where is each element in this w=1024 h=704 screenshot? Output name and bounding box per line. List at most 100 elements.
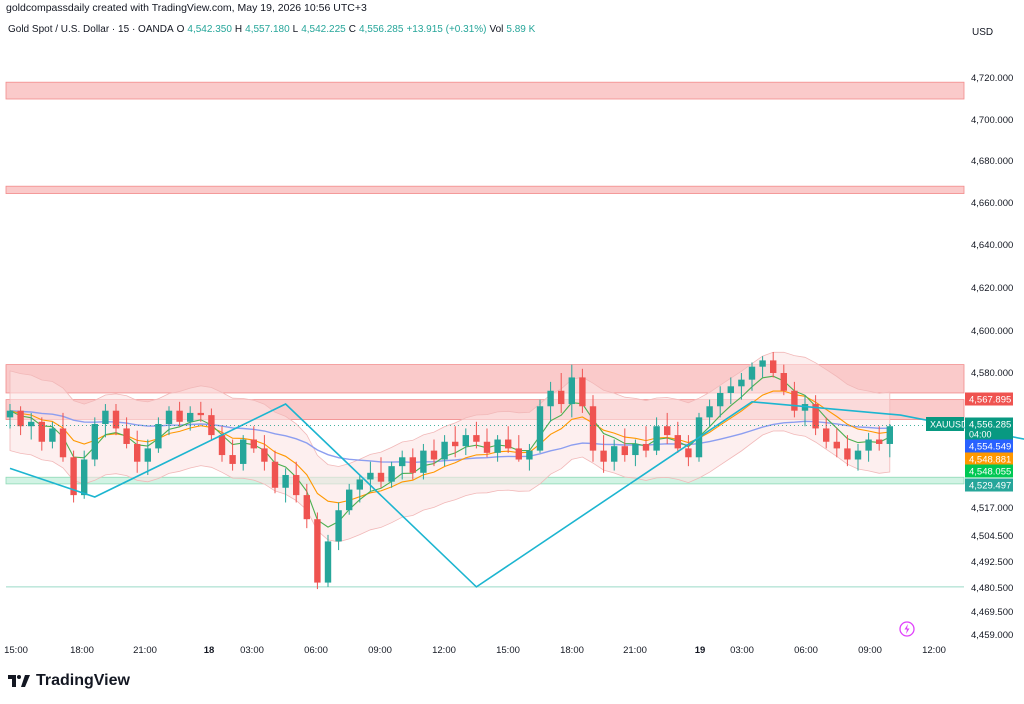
candle-body bbox=[176, 410, 183, 422]
candle-body bbox=[441, 441, 448, 460]
close-value: 4,556.285 bbox=[358, 24, 404, 35]
candle-body bbox=[91, 424, 98, 460]
x-tick-label: 18:00 bbox=[560, 645, 584, 656]
candle-body bbox=[388, 466, 395, 482]
x-tick-label: 19 bbox=[695, 645, 706, 656]
candle-body bbox=[367, 472, 374, 480]
candle-body bbox=[579, 377, 586, 407]
candle-body bbox=[197, 412, 204, 416]
candle-body bbox=[346, 489, 353, 511]
symbol-label-text: XAUUSD bbox=[930, 420, 968, 430]
candle-body bbox=[218, 435, 226, 456]
candle-body bbox=[547, 390, 554, 407]
y-tick-label: 4,517.000 bbox=[971, 503, 1013, 514]
zigzag-line bbox=[9, 400, 1024, 588]
zone-0 bbox=[5, 81, 965, 100]
candle-body bbox=[865, 439, 872, 451]
y-tick-label: 4,469.500 bbox=[971, 607, 1013, 618]
candle-body bbox=[833, 441, 840, 449]
candle-body bbox=[526, 450, 533, 460]
candle-body bbox=[748, 366, 756, 380]
price-label-countdown: 04:00 bbox=[969, 430, 992, 440]
price-label-tag bbox=[965, 478, 1013, 492]
high-value: 4,557.180 bbox=[245, 24, 290, 35]
candle-body bbox=[717, 392, 724, 407]
change-value: +13.915 (+0.31%) bbox=[406, 24, 487, 35]
y-tick-label: 4,680.000 bbox=[971, 156, 1013, 167]
candle-body bbox=[653, 426, 660, 451]
candle-body bbox=[356, 479, 363, 490]
candle-body bbox=[208, 415, 215, 436]
y-tick-label: 4,504.500 bbox=[971, 531, 1013, 542]
candle-body bbox=[293, 475, 300, 496]
candle-body bbox=[17, 410, 24, 427]
candle-body bbox=[632, 443, 639, 456]
price-label-tag bbox=[965, 464, 1013, 478]
candle-body bbox=[377, 472, 385, 482]
price-label-text: 4,529.497 bbox=[969, 481, 1011, 492]
candle-body bbox=[155, 424, 162, 449]
candle-body bbox=[187, 412, 194, 422]
candle-body bbox=[240, 439, 247, 464]
candle-body bbox=[250, 439, 257, 449]
y-tick-label: 4,580.000 bbox=[971, 368, 1013, 379]
candle-body bbox=[102, 410, 109, 425]
y-tick-label: 4,492.500 bbox=[971, 557, 1013, 568]
candle-body bbox=[420, 450, 427, 473]
open-label: O bbox=[176, 24, 185, 35]
x-tick-label: 12:00 bbox=[922, 645, 946, 656]
candle-body bbox=[335, 510, 342, 542]
candle-body bbox=[738, 379, 745, 387]
candle-body bbox=[759, 360, 766, 367]
y-tick-label: 4,620.000 bbox=[971, 283, 1013, 294]
candle-body bbox=[144, 448, 151, 462]
x-tick-label: 12:00 bbox=[432, 645, 456, 656]
flash-icon[interactable] bbox=[899, 621, 915, 637]
zone-1 bbox=[5, 185, 965, 194]
candle-body bbox=[399, 457, 406, 467]
candle-body bbox=[505, 439, 512, 449]
symbol-header: Gold Spot / U.S. Dollar · 15 · OANDA O 4,… bbox=[8, 24, 535, 35]
price-label-text: 4,548.881 bbox=[969, 455, 1011, 466]
candle-body bbox=[261, 448, 268, 462]
price-label-text: 4,556.285 bbox=[969, 420, 1011, 431]
candle-body bbox=[123, 428, 130, 444]
y-tick-label: 4,480.500 bbox=[971, 583, 1013, 594]
symbol-title[interactable]: Gold Spot / U.S. Dollar · 15 · OANDA bbox=[8, 24, 174, 35]
candle-body bbox=[589, 406, 597, 451]
price-label-text: 4,567.895 bbox=[969, 395, 1011, 406]
candle-body bbox=[876, 439, 883, 444]
x-tick-label: 15:00 bbox=[496, 645, 520, 656]
candle-body bbox=[282, 475, 289, 488]
price-label-text: 4,554.549 bbox=[969, 442, 1011, 453]
tradingview-brand: TradingView bbox=[8, 672, 130, 690]
candle-body bbox=[812, 404, 819, 429]
tradingview-brand-name: TradingView bbox=[36, 672, 130, 689]
candle-body bbox=[770, 360, 777, 373]
x-tick-label: 15:00 bbox=[4, 645, 28, 656]
price-label-tag bbox=[965, 439, 1013, 453]
x-tick-label: 03:00 bbox=[730, 645, 754, 656]
watermark-text: goldcompassdaily created with TradingVie… bbox=[6, 2, 367, 14]
candle-body bbox=[674, 435, 681, 449]
x-tick-label: 09:00 bbox=[368, 645, 392, 656]
candle-body bbox=[727, 386, 734, 393]
candle-body bbox=[685, 448, 692, 458]
candle-body bbox=[780, 373, 787, 391]
low-label: L bbox=[292, 24, 299, 35]
x-tick-label: 06:00 bbox=[794, 645, 818, 656]
candle-body bbox=[621, 446, 628, 456]
price-label-tag bbox=[965, 417, 1013, 440]
tradingview-logo-icon bbox=[8, 673, 30, 689]
candle-body bbox=[59, 428, 67, 458]
open-value: 4,542.350 bbox=[187, 24, 232, 35]
candle-body bbox=[70, 457, 77, 496]
candle-body bbox=[854, 450, 862, 460]
candle-body bbox=[844, 448, 851, 460]
candle-body bbox=[112, 410, 120, 429]
candle-body bbox=[483, 441, 491, 453]
y-tick-label: 4,640.000 bbox=[971, 240, 1013, 251]
currency-label[interactable]: USD bbox=[972, 27, 994, 38]
